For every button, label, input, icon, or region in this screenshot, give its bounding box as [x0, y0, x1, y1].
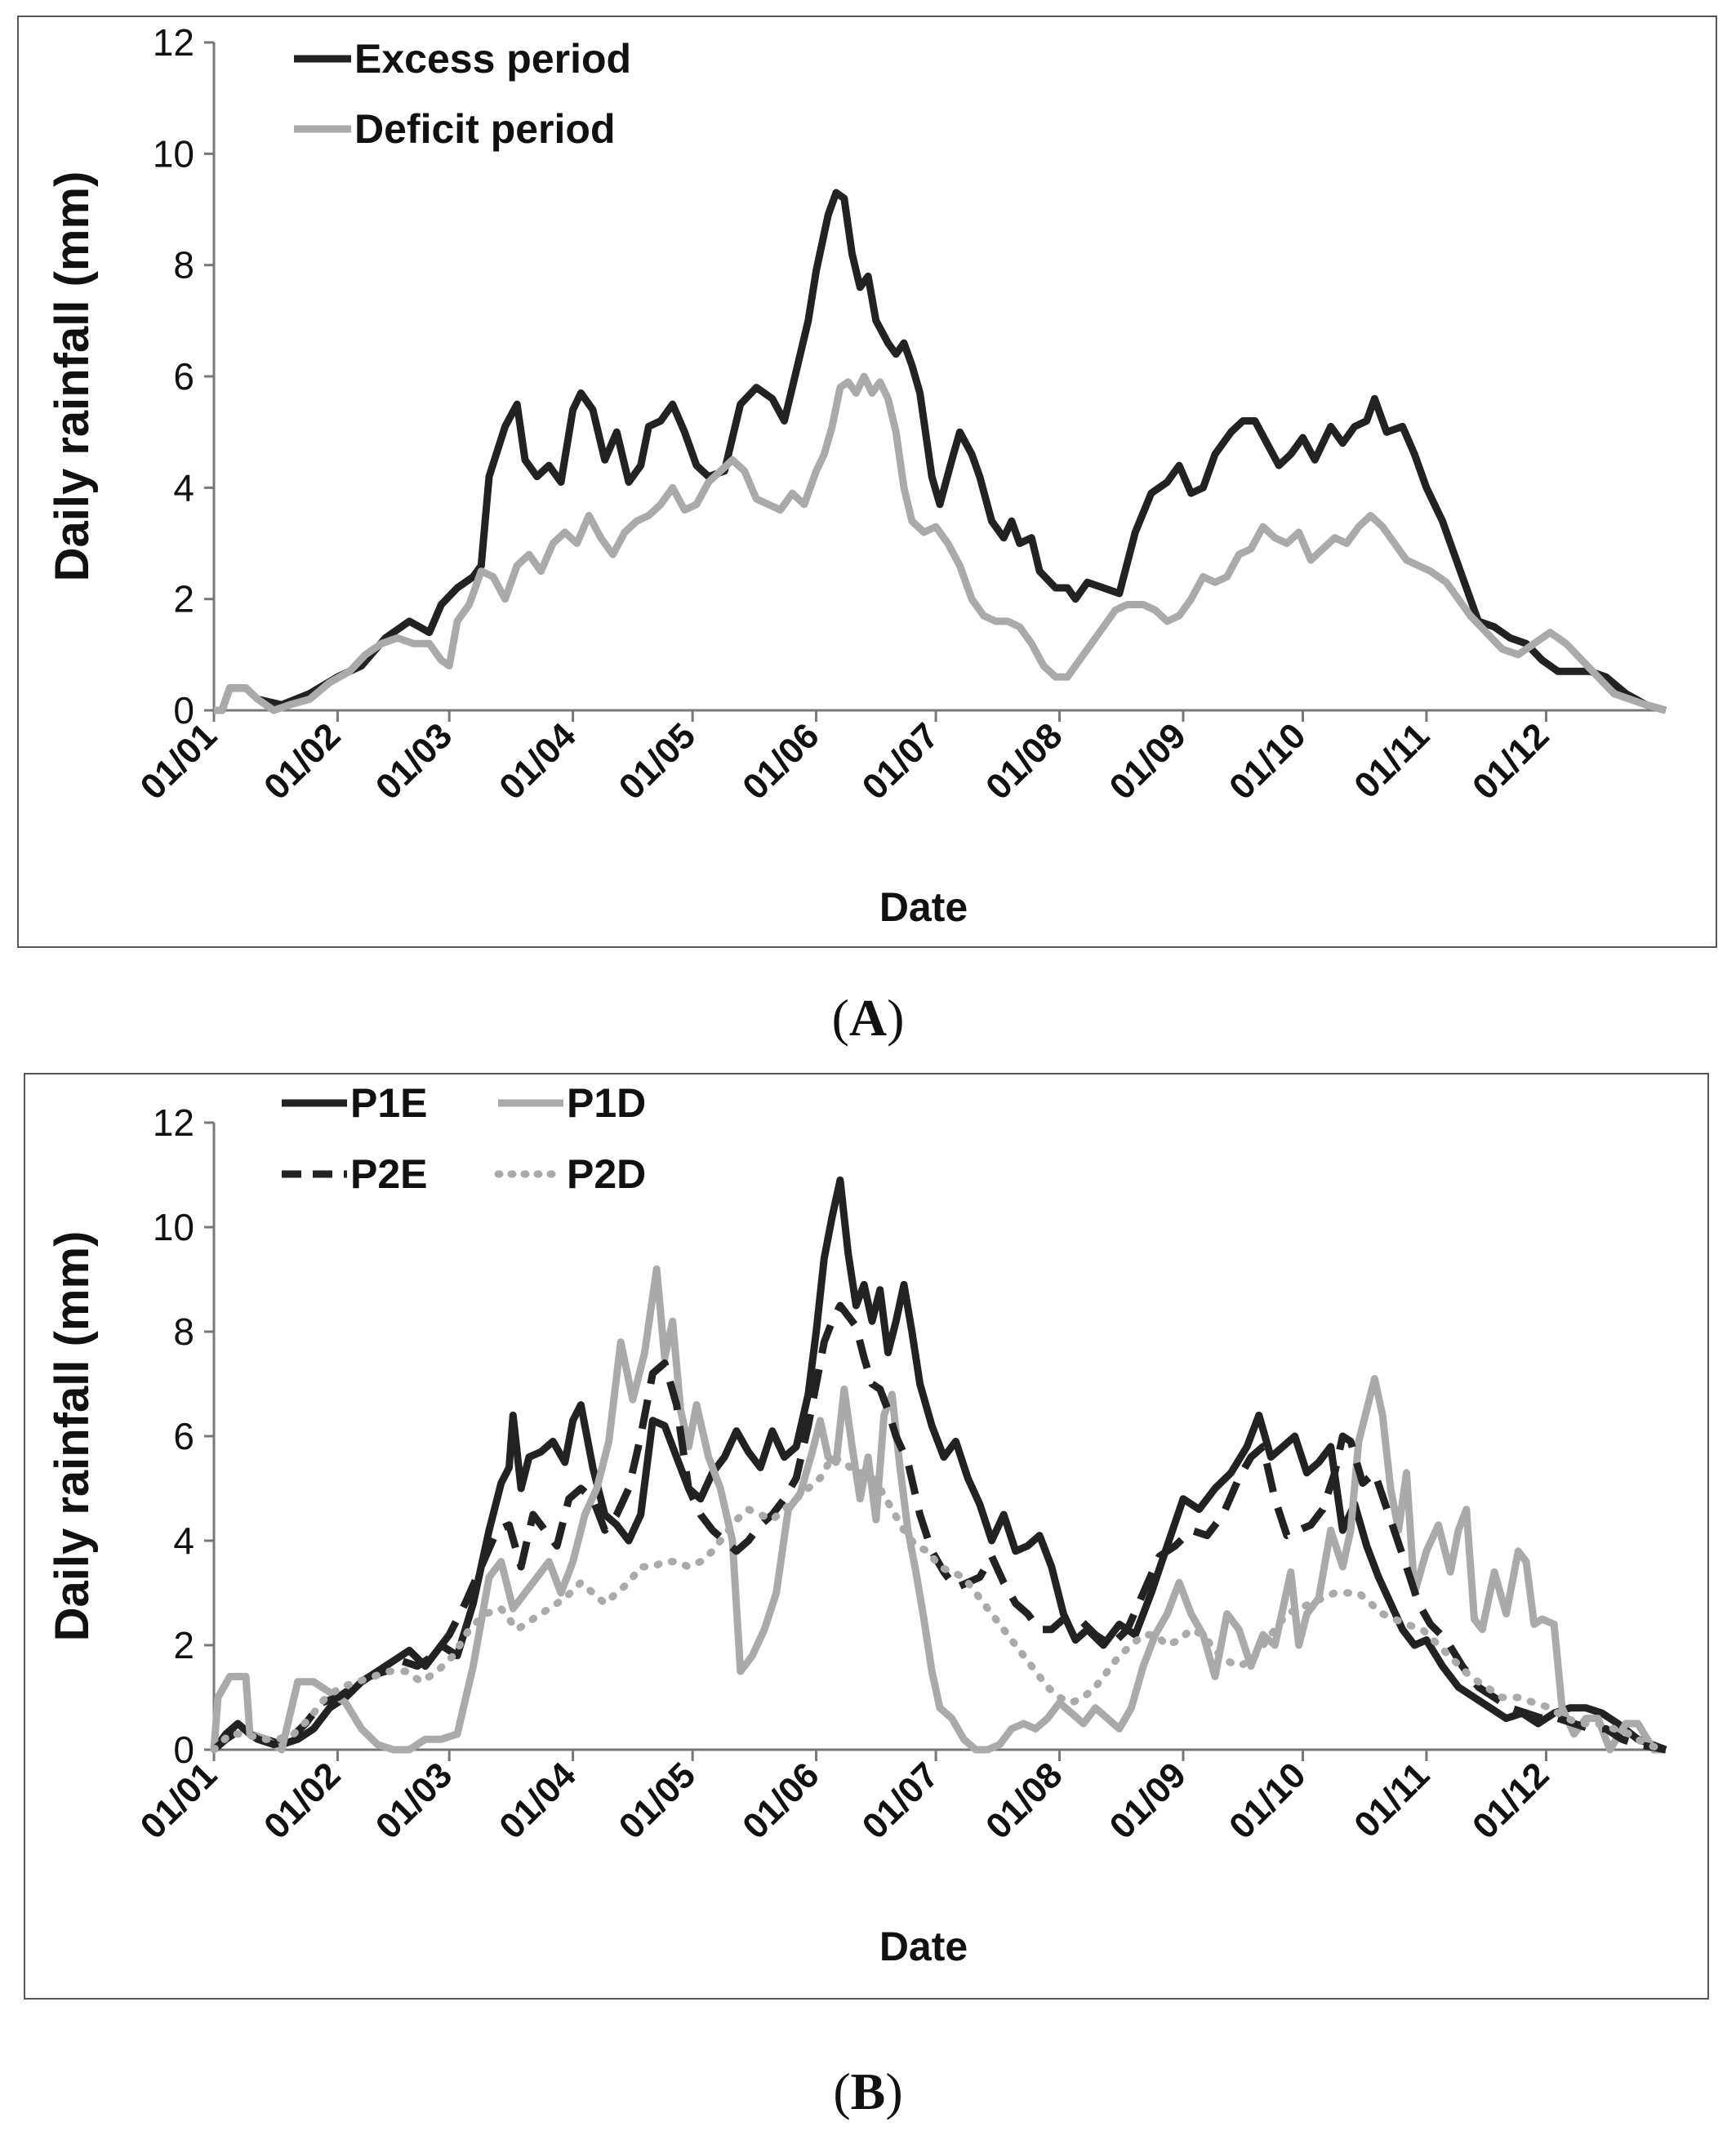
series-line-p2d — [210, 1453, 1670, 1754]
x-tick-label: 01/12 — [1465, 1755, 1557, 1847]
y-tick-label: 12 — [153, 21, 194, 64]
y-tick-label: 4 — [173, 1519, 194, 1562]
x-tick-label: 01/06 — [735, 715, 827, 807]
legend-label: P2E — [350, 1151, 428, 1197]
panel-label-a-text: A — [848, 989, 888, 1047]
panel-label-b: (B) — [833, 2062, 903, 2120]
legend-label: P1D — [567, 1080, 646, 1126]
x-tick-label: 01/10 — [1222, 1755, 1314, 1847]
x-tick-label: 01/05 — [612, 715, 704, 807]
x-tick-label: 01/08 — [978, 1755, 1071, 1847]
legend-label: Excess period — [354, 36, 631, 82]
x-tick-label: 01/09 — [1102, 1755, 1195, 1847]
x-tick-label: 01/05 — [612, 1755, 704, 1847]
series-line-p2e — [211, 1301, 1667, 1754]
series-line-p1e — [211, 1176, 1667, 1754]
y-tick-label: 2 — [173, 578, 194, 621]
x-axis-title: Date — [879, 884, 968, 930]
chart-a: 0 2 4 6 8 10 12 01/01 01/02 01/03 01/04 01/05 01/06 0… — [0, 0, 1736, 968]
x-tick-label: 01/06 — [735, 1755, 827, 1847]
chart-frame — [17, 16, 1717, 948]
x-tick-label: 01/02 — [256, 715, 349, 807]
y-tick-label: 10 — [153, 132, 194, 175]
y-axis-title: Daily rainfall (mm) — [46, 171, 99, 582]
y-tick-label: 12 — [153, 1101, 194, 1144]
x-tick-label: 01/11 — [1347, 1755, 1437, 1845]
chart-b: 0 2 4 6 8 10 12 01/01 01/02 01/03 01/04 01/05 01/06 0… — [0, 1061, 1736, 2029]
x-tick-label: 01/07 — [855, 1755, 947, 1847]
y-tick-label: 4 — [173, 466, 194, 509]
legend-label: P1E — [350, 1080, 428, 1126]
x-tick-label: 01/08 — [978, 715, 1071, 807]
series-line-excess-period — [214, 189, 1667, 714]
y-tick-label: 0 — [173, 1728, 194, 1771]
y-axis-title: Daily rainfall (mm) — [46, 1231, 99, 1642]
x-tick-label: 01/07 — [855, 715, 947, 807]
x-tick-label: 01/03 — [368, 1755, 461, 1847]
x-tick-label: 01/11 — [1347, 715, 1437, 806]
series-line-p1d — [210, 1265, 1666, 1754]
x-tick-label: 01/03 — [368, 715, 461, 807]
x-tick-label: 01/10 — [1222, 715, 1314, 807]
y-tick-label: 8 — [173, 244, 194, 287]
x-tick-label: 01/04 — [492, 1755, 584, 1847]
series-line-deficit-period — [214, 372, 1667, 714]
chart-frame — [24, 1073, 1709, 2000]
y-tick-label: 6 — [173, 1415, 194, 1457]
y-tick-label: 6 — [173, 355, 194, 398]
x-tick-label: 01/04 — [492, 715, 584, 807]
y-tick-label: 2 — [173, 1624, 194, 1666]
x-tick-label: 01/12 — [1465, 715, 1557, 807]
legend-label: P2D — [567, 1151, 646, 1197]
panel-label-a: (A) — [831, 989, 905, 1047]
panel-label-b-text: B — [850, 2062, 886, 2120]
x-tick-label: 01/02 — [256, 1755, 349, 1847]
legend-label: Deficit period — [354, 106, 615, 152]
y-tick-label: 8 — [173, 1310, 194, 1353]
y-tick-label: 0 — [173, 689, 194, 732]
y-tick-label: 10 — [153, 1206, 194, 1248]
x-axis-title: Date — [879, 1924, 968, 1969]
x-tick-label: 01/09 — [1102, 715, 1195, 807]
